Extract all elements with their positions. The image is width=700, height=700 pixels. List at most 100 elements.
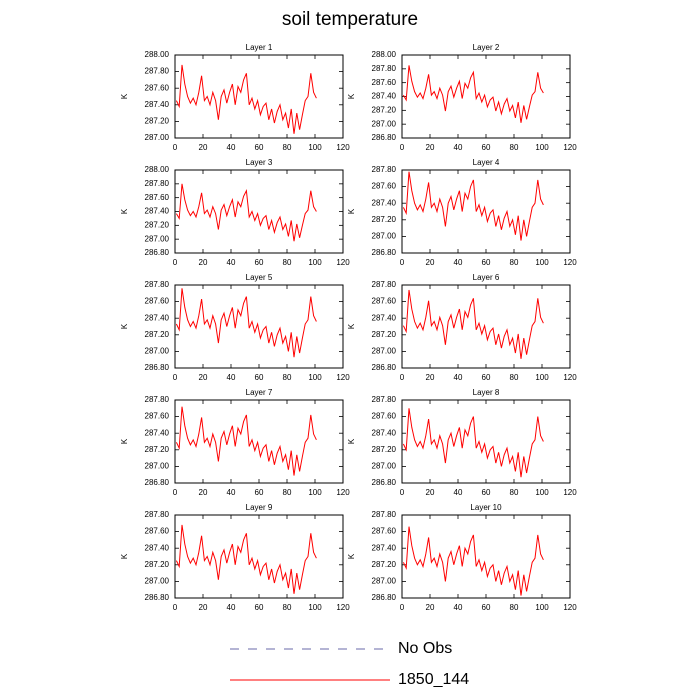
x-tick-label: 60 — [482, 488, 491, 497]
x-tick-label: 80 — [510, 143, 519, 152]
y-tick-label: 286.80 — [372, 593, 397, 602]
y-tick-label: 287.80 — [145, 395, 170, 404]
x-tick-label: 0 — [173, 488, 178, 497]
data-line — [175, 524, 317, 594]
x-tick-label: 60 — [482, 143, 491, 152]
y-tick-label: 286.80 — [372, 363, 397, 372]
y-tick-label: 287.20 — [372, 215, 397, 224]
plot-frame — [401, 169, 571, 254]
x-tick-label: 120 — [563, 488, 577, 497]
y-tick-label: 288.00 — [372, 50, 397, 59]
x-tick-label: 100 — [535, 258, 549, 267]
x-tick-label: 60 — [255, 258, 264, 267]
x-tick-label: 100 — [308, 488, 322, 497]
y-tick-label: 287.80 — [372, 64, 397, 73]
y-tick-label: 287.20 — [372, 560, 397, 569]
panel-title: Layer 5 — [246, 273, 273, 282]
y-tick-label: 287.80 — [145, 67, 170, 76]
x-tick-label: 40 — [454, 603, 463, 612]
plot-frame — [174, 399, 344, 484]
y-tick-label: 287.80 — [372, 395, 397, 404]
y-tick-label: 286.80 — [372, 133, 397, 142]
y-axis-label: K — [347, 93, 356, 99]
y-tick-label: 287.40 — [145, 100, 170, 109]
y-tick-label: 287.00 — [372, 347, 397, 356]
panel-title: Layer 2 — [473, 43, 500, 52]
y-axis-label: K — [347, 438, 356, 444]
x-tick-label: 40 — [227, 258, 236, 267]
x-tick-label: 20 — [426, 258, 435, 267]
x-tick-label: 20 — [426, 603, 435, 612]
y-tick-label: 288.00 — [145, 50, 170, 59]
x-tick-label: 80 — [510, 258, 519, 267]
x-tick-label: 60 — [255, 143, 264, 152]
x-tick-label: 0 — [400, 488, 405, 497]
y-tick-label: 287.20 — [145, 220, 170, 229]
y-tick-label: 287.20 — [145, 117, 170, 126]
y-tick-label: 287.60 — [145, 527, 170, 536]
y-tick-label: 287.60 — [372, 182, 397, 191]
data-line — [175, 288, 317, 358]
x-tick-label: 0 — [173, 603, 178, 612]
y-tick-label: 286.80 — [145, 363, 170, 372]
y-tick-label: 287.40 — [145, 313, 170, 322]
y-axis-label: K — [120, 553, 129, 559]
x-tick-label: 20 — [426, 143, 435, 152]
x-tick-label: 40 — [454, 488, 463, 497]
y-tick-label: 286.80 — [372, 248, 397, 257]
y-tick-label: 287.80 — [145, 510, 170, 519]
x-tick-label: 80 — [510, 603, 519, 612]
y-tick-label: 286.80 — [145, 593, 170, 602]
y-tick-label: 287.20 — [145, 445, 170, 454]
y-tick-label: 287.00 — [372, 119, 397, 128]
x-tick-label: 60 — [482, 373, 491, 382]
x-tick-label: 0 — [400, 603, 405, 612]
y-tick-label: 287.00 — [145, 462, 170, 471]
panel-title: Layer 10 — [470, 503, 502, 512]
x-tick-label: 20 — [199, 488, 208, 497]
plot-frame — [401, 399, 571, 484]
x-tick-label: 60 — [482, 603, 491, 612]
data-line — [175, 406, 317, 476]
y-tick-label: 286.80 — [145, 478, 170, 487]
y-axis-label: K — [347, 323, 356, 329]
y-tick-label: 287.40 — [372, 428, 397, 437]
x-tick-label: 120 — [563, 143, 577, 152]
x-tick-label: 40 — [454, 258, 463, 267]
x-tick-label: 20 — [426, 488, 435, 497]
y-tick-label: 287.20 — [372, 105, 397, 114]
x-tick-label: 80 — [510, 373, 519, 382]
x-tick-label: 60 — [482, 258, 491, 267]
y-tick-label: 287.60 — [145, 297, 170, 306]
x-tick-label: 40 — [227, 373, 236, 382]
x-tick-label: 100 — [308, 143, 322, 152]
data-line — [402, 289, 544, 359]
y-tick-label: 287.60 — [372, 297, 397, 306]
y-tick-label: 287.60 — [145, 412, 170, 421]
x-tick-label: 120 — [336, 143, 350, 152]
x-tick-label: 60 — [255, 488, 264, 497]
x-tick-label: 80 — [283, 488, 292, 497]
plot-frame — [174, 284, 344, 369]
y-tick-label: 287.40 — [145, 543, 170, 552]
x-tick-label: 120 — [563, 373, 577, 382]
y-tick-label: 287.60 — [372, 78, 397, 87]
x-tick-label: 80 — [283, 143, 292, 152]
y-axis-label: K — [120, 208, 129, 214]
x-tick-label: 100 — [535, 603, 549, 612]
x-tick-label: 20 — [199, 603, 208, 612]
y-tick-label: 286.80 — [372, 478, 397, 487]
y-axis-label: K — [120, 93, 129, 99]
x-tick-label: 60 — [255, 373, 264, 382]
y-tick-label: 287.80 — [145, 280, 170, 289]
panel-title: Layer 3 — [246, 158, 273, 167]
x-tick-label: 40 — [454, 373, 463, 382]
y-tick-label: 287.00 — [372, 577, 397, 586]
y-tick-label: 286.80 — [145, 248, 170, 257]
x-tick-label: 100 — [535, 373, 549, 382]
x-tick-label: 120 — [336, 373, 350, 382]
x-tick-label: 100 — [308, 373, 322, 382]
data-line — [402, 526, 544, 596]
data-line — [402, 171, 544, 241]
x-tick-label: 80 — [283, 258, 292, 267]
